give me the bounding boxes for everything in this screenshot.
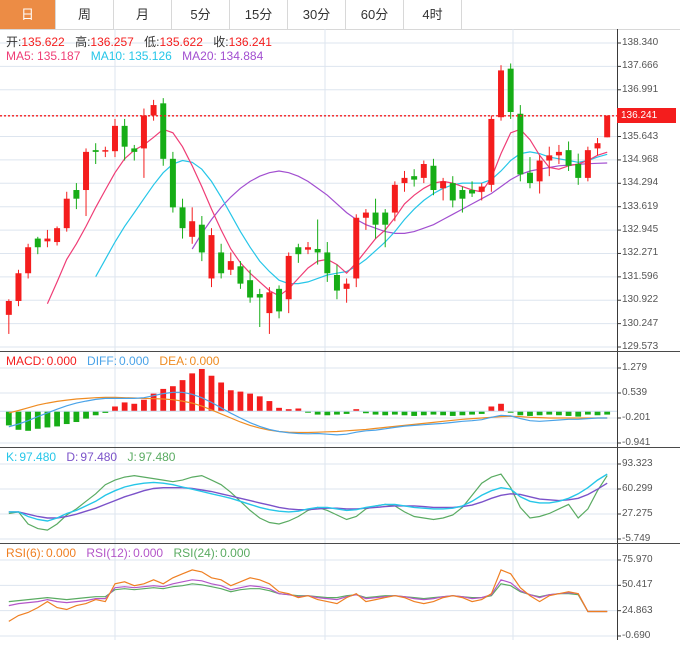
kdj-axis-line [617, 448, 618, 543]
price-tick-label: 132.945 [622, 224, 659, 236]
indicator-tick-label: 24.863 [622, 604, 653, 616]
timeframe-tab-1[interactable]: 周 [56, 0, 114, 29]
price-tick-label: 131.596 [622, 270, 659, 282]
price-tick-label: 134.968 [622, 153, 659, 165]
macd-axis-line [617, 352, 618, 447]
timeframe-tab-3[interactable]: 5分 [172, 0, 230, 29]
price-tick-label: 135.643 [622, 130, 659, 142]
indicator-tick-label: 0.539 [622, 387, 648, 398]
macd-panel[interactable]: MACD: 0.000 DIFF: 0.000 DEA: 0.000 1.279 0.5… [0, 352, 680, 448]
timeframe-tabbar[interactable]: 日周月 5分 15分 30分 60分 4时 [0, 0, 680, 30]
panel-divider-3 [0, 543, 680, 544]
timeframe-tab-7[interactable]: 4时 [404, 0, 462, 29]
indicator-tick-label: 75.970 [622, 554, 653, 565]
panel-divider-1 [0, 351, 680, 352]
price-tick-label: 136.991 [622, 83, 659, 95]
price-tick-label: 134.294 [622, 177, 659, 189]
indicator-tick-label: 27.275 [622, 508, 653, 519]
price-tick-label: 133.619 [622, 200, 659, 212]
indicator-tick-label: -0.941 [622, 437, 651, 448]
timeframe-tab-0[interactable]: 日 [0, 0, 56, 29]
kdj-panel[interactable]: K: 97.480 D: 97.480 J: 97.480 93.323 60.299 2… [0, 448, 680, 544]
price-panel[interactable]: 开:135.622 高:136.257 低:135.622 收:136.241 … [0, 29, 680, 352]
panel-divider-2 [0, 447, 680, 448]
indicator-tick-label: 1.279 [622, 362, 648, 373]
indicator-tick-label: -0.201 [622, 412, 651, 423]
rsi-axis-line [617, 544, 618, 640]
indicator-tick-label: 60.299 [622, 483, 653, 494]
price-tick-label: 138.340 [622, 37, 659, 48]
timeframe-tab-2[interactable]: 月 [114, 0, 172, 29]
rsi-panel[interactable]: RSI(6): 0.000 RSI(12): 0.000 RSI(24): 0.000… [0, 544, 680, 641]
indicator-tick-label: -5.749 [622, 533, 651, 544]
price-tick-label: 129.573 [622, 341, 659, 352]
price-tick-label: 130.247 [622, 317, 659, 329]
indicator-tick-label: -0.690 [622, 630, 651, 641]
timeframe-tab-4[interactable]: 15分 [230, 0, 288, 29]
timeframe-tab-6[interactable]: 60分 [346, 0, 404, 29]
price-tick-label: 132.271 [622, 247, 659, 259]
price-tick-label: 137.666 [622, 60, 659, 72]
current-price-tag: 136.241 [617, 108, 676, 124]
price-axis-line [617, 29, 618, 351]
price-tick-label: 130.922 [622, 294, 659, 306]
indicator-tick-label: 93.323 [622, 458, 653, 469]
tabbar-filler [462, 0, 680, 29]
timeframe-tab-5[interactable]: 30分 [288, 0, 346, 29]
indicator-tick-label: 50.417 [622, 579, 653, 591]
chart-plot-area: 开:135.622 高:136.257 低:135.622 收:136.241 … [0, 29, 680, 667]
